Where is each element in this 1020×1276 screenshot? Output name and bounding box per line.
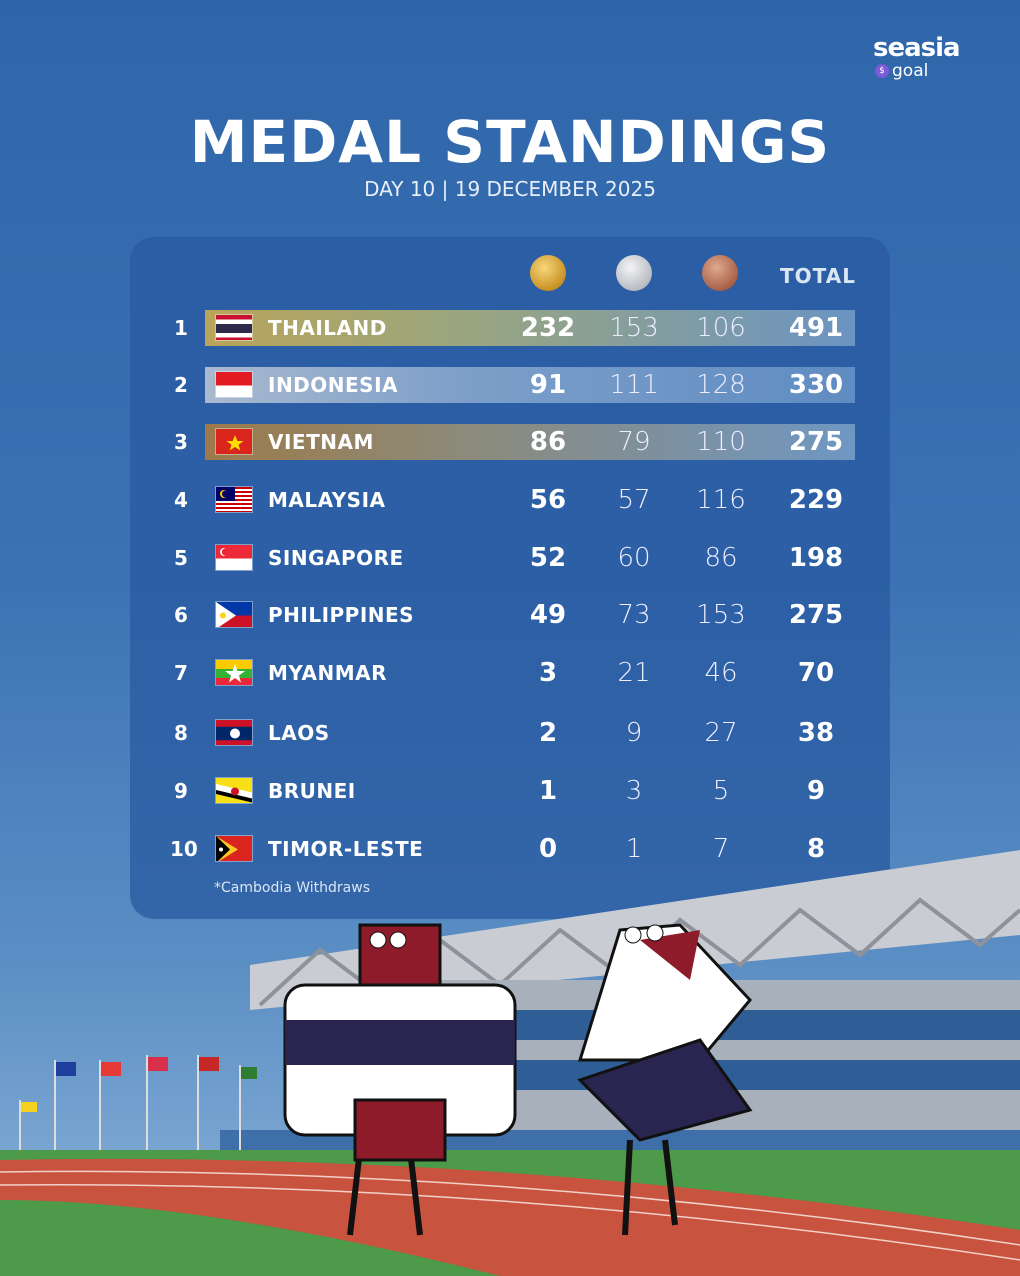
country-name: MALAYSIA <box>268 488 386 512</box>
page-title: MEDAL STANDINGS <box>189 108 831 176</box>
flag-icon <box>215 601 253 628</box>
total-count: 275 <box>788 600 844 630</box>
bronze-count: 86 <box>704 543 738 573</box>
flag-icon <box>215 544 253 571</box>
table-row: 7 MYANMAR 3 21 46 70 <box>0 655 1020 691</box>
country-name: THAILAND <box>268 316 387 340</box>
page-subtitle: DAY 10 | 19 DECEMBER 2025 <box>364 177 656 201</box>
total-count: 8 <box>806 834 826 864</box>
rank: 5 <box>174 546 188 570</box>
flag-icon <box>215 486 253 513</box>
podium-highlight-bar <box>205 310 855 346</box>
bronze-count: 153 <box>696 600 746 630</box>
mascot-left <box>283 923 517 1236</box>
bronze-count: 46 <box>704 658 738 688</box>
logo-subtext: goal <box>892 61 929 81</box>
bronze-count: 116 <box>696 485 746 515</box>
table-row: 6 PHILIPPINES 49 73 153 275 <box>0 597 1020 633</box>
silver-count: 60 <box>617 543 651 573</box>
country-name: MYANMAR <box>268 661 387 685</box>
flag-icon <box>215 777 253 804</box>
stadium-scene <box>0 850 1020 1276</box>
country-name: LAOS <box>268 721 330 745</box>
gold-count: 56 <box>529 485 567 515</box>
country-name: INDONESIA <box>268 373 399 397</box>
rank: 4 <box>174 488 188 512</box>
silver-count: 3 <box>625 776 643 806</box>
bronze-count: 106 <box>696 313 746 343</box>
silver-count: 111 <box>609 370 659 400</box>
silver-count: 79 <box>617 427 651 457</box>
rank: 2 <box>174 373 188 397</box>
mascot-right <box>577 923 753 1236</box>
total-count: 198 <box>788 543 844 573</box>
flag-icon <box>215 659 253 686</box>
total-count: 229 <box>788 485 844 515</box>
rank: 9 <box>174 779 188 803</box>
silver-count: 9 <box>625 718 643 748</box>
silver-count: 21 <box>617 658 651 688</box>
bronze-medal-icon <box>702 255 738 291</box>
table-row: 2 INDONESIA 91 111 128 330 <box>0 367 1020 403</box>
table-row: 3 VIETNAM 86 79 110 275 <box>0 424 1020 460</box>
bronze-count: 128 <box>696 370 746 400</box>
country-name: PHILIPPINES <box>268 603 415 627</box>
gold-count: 1 <box>538 776 558 806</box>
silver-count: 73 <box>617 600 651 630</box>
total-count: 70 <box>797 658 835 688</box>
bronze-count: 27 <box>704 718 738 748</box>
podium-highlight-bar <box>205 424 855 460</box>
flag-icon <box>215 719 253 746</box>
silver-count: 153 <box>609 313 659 343</box>
flag-icon <box>215 428 253 455</box>
logo-coin-icon: $ <box>875 64 889 78</box>
total-count: 491 <box>788 313 844 343</box>
bronze-count: 5 <box>712 776 730 806</box>
table-row: 8 LAOS 2 9 27 38 <box>0 715 1020 751</box>
gold-count: 49 <box>529 600 567 630</box>
total-count: 330 <box>788 370 844 400</box>
flag-icon <box>215 835 253 862</box>
table-row: 1 THAILAND 232 153 106 491 <box>0 310 1020 346</box>
gold-count: 2 <box>538 718 558 748</box>
country-name: BRUNEI <box>268 779 356 803</box>
flag-icon <box>215 314 253 341</box>
bronze-count: 110 <box>696 427 746 457</box>
seasia-goal-logo: seasia $ goal <box>873 33 961 81</box>
podium-highlight-bar <box>205 367 855 403</box>
footnote: *Cambodia Withdraws <box>214 880 371 896</box>
silver-medal-icon <box>616 255 652 291</box>
gold-count: 3 <box>538 658 558 688</box>
country-name: SINGAPORE <box>268 546 404 570</box>
silver-count: 57 <box>617 485 651 515</box>
table-row: 5 SINGAPORE 52 60 86 198 <box>0 540 1020 576</box>
table-row: 4 MALAYSIA 56 57 116 229 <box>0 482 1020 518</box>
total-count: 9 <box>806 776 826 806</box>
gold-count: 232 <box>520 313 576 343</box>
rank: 6 <box>174 603 188 627</box>
table-row: 9 BRUNEI 1 3 5 9 <box>0 773 1020 809</box>
rank: 1 <box>174 316 188 340</box>
country-name: TIMOR-LESTE <box>268 837 424 861</box>
gold-medal-icon <box>530 255 566 291</box>
gold-count: 0 <box>538 834 558 864</box>
gold-count: 86 <box>529 427 567 457</box>
table-row: 10 TIMOR-LESTE 0 1 7 8 <box>0 831 1020 867</box>
gold-count: 91 <box>529 370 567 400</box>
logo-text: seasia <box>873 33 961 63</box>
total-count: 38 <box>797 718 835 748</box>
rank: 7 <box>174 661 188 685</box>
country-name: VIETNAM <box>268 430 374 454</box>
standings-panel <box>130 237 890 919</box>
bronze-count: 7 <box>712 834 730 864</box>
silver-count: 1 <box>625 834 643 864</box>
flag-poles <box>19 1055 241 1150</box>
total-count: 275 <box>788 427 844 457</box>
rank: 3 <box>174 430 188 454</box>
rank: 8 <box>174 721 188 745</box>
total-header: TOTAL <box>780 264 856 288</box>
gold-count: 52 <box>529 543 567 573</box>
flag-icon <box>215 371 253 398</box>
